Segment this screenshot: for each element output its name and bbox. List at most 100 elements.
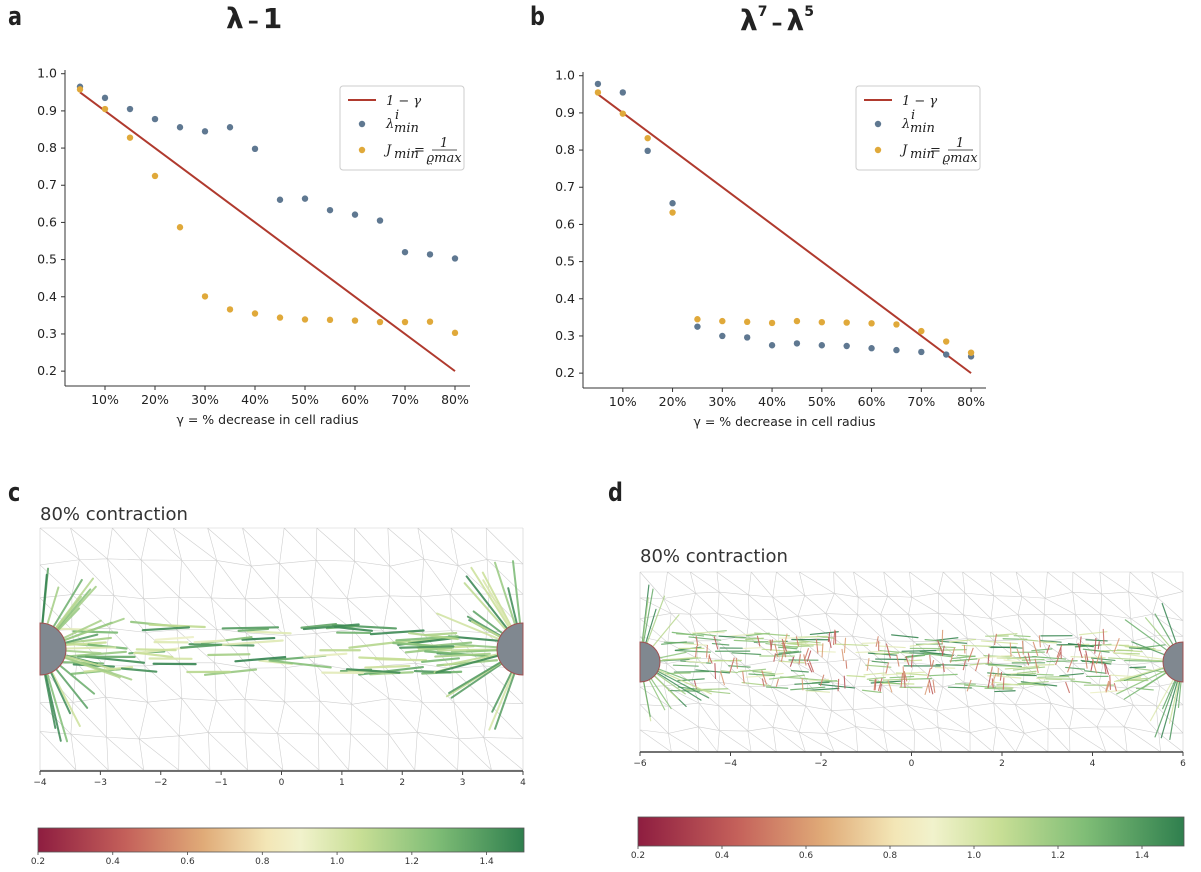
legend-jmin-label-a: J <box>383 143 392 158</box>
radial-fibre <box>1168 680 1180 724</box>
fibre-segment <box>711 642 730 646</box>
compressed-segment <box>735 657 738 669</box>
fibre-segment <box>818 683 856 689</box>
radial-fibre <box>657 670 710 699</box>
compressed-segment <box>1103 663 1107 675</box>
mesh-x-tick-label-c: −2 <box>154 778 167 788</box>
lambda-point-b <box>818 342 826 349</box>
fibre-segment <box>683 643 708 646</box>
chart-b: 0.2 0.3 0.4 0.5 0.6 0.7 0.8 0.9 1.0 10% 20% 30% 40% 5… <box>555 68 986 429</box>
radial-fibre <box>55 588 92 631</box>
radial-fibre <box>57 607 81 632</box>
radial-fibre <box>512 560 522 625</box>
colorbar-d <box>637 816 1185 847</box>
legend-lambda-label-a: λ <box>385 117 394 132</box>
compressed-segment <box>877 677 883 692</box>
colorbar-tick-label-c: 1.2 <box>405 857 419 867</box>
fibre-segment <box>741 681 772 687</box>
radial-fibre <box>450 662 503 699</box>
compressed-segment <box>729 657 735 673</box>
fibre-segment <box>302 623 360 631</box>
fibre-segment <box>1090 657 1116 662</box>
fibre-segment <box>218 639 284 647</box>
lambda-point-a <box>176 124 184 131</box>
colorbar-tick-label-c: 0.4 <box>106 857 121 867</box>
compressed-segment <box>866 658 870 671</box>
radial-fibre <box>653 675 679 700</box>
y-tick-label-a: 1.0 <box>37 66 57 81</box>
compressed-segment <box>774 643 779 658</box>
compressed-segment <box>843 675 846 689</box>
radial-fibre <box>1124 659 1164 663</box>
fibre-segment <box>961 644 992 647</box>
fibre-segment <box>794 681 830 685</box>
compressed-segment <box>1085 650 1089 661</box>
lambda-point-a <box>451 255 459 262</box>
radial-fibre <box>41 573 48 625</box>
title-b-op: – <box>771 11 783 36</box>
fibre-segment <box>938 646 956 649</box>
radial-fibre <box>1141 672 1167 689</box>
compressed-segment <box>966 679 972 692</box>
radial-fibre <box>1177 681 1182 709</box>
y-tick-label-b: 0.5 <box>555 254 575 269</box>
compressed-segment <box>885 662 890 674</box>
compressed-segment <box>821 643 824 658</box>
fibre-segment <box>685 660 707 664</box>
compressed-segment <box>1084 654 1088 669</box>
lambda-point-a <box>101 94 109 102</box>
colorbar-tick-label-c: 0.2 <box>31 857 45 867</box>
radial-fibre <box>493 561 516 626</box>
fibre-segment <box>661 641 687 645</box>
compressed-segment <box>1104 663 1110 675</box>
compressed-segment <box>1077 642 1083 659</box>
compressed-segment <box>801 678 804 691</box>
colorbar-tick-label-c: 1.4 <box>479 857 494 867</box>
radial-fibre <box>56 585 97 631</box>
fibre-segment <box>399 645 455 649</box>
fibre-segment <box>805 689 831 693</box>
fibre-segment <box>863 672 887 676</box>
compressed-segment <box>885 643 891 659</box>
lambda-point-b <box>918 348 925 356</box>
legend-jmin-swatch-b <box>874 146 882 154</box>
compressed-segment <box>815 639 819 654</box>
lambda-point-b <box>719 332 726 340</box>
fibre-segment <box>1067 642 1094 648</box>
colorbar-tick-label-d: 0.4 <box>715 851 730 861</box>
fibre-segment <box>834 643 869 647</box>
axis-c: −4 −3 −2 −1 0 1 2 3 4 <box>33 770 526 788</box>
compressed-segment <box>1056 644 1063 658</box>
x-tick-label-b: 20% <box>659 394 687 409</box>
mesh-x-tick-label-d: −6 <box>633 759 647 769</box>
x-tick-label-b: 10% <box>609 394 637 409</box>
jmin-point-a <box>351 317 359 324</box>
y-tick-label-a: 0.3 <box>37 326 57 341</box>
fibre-segment <box>765 686 789 689</box>
compressed-segment <box>937 639 944 654</box>
jmin-point-b <box>743 318 751 326</box>
panel-letter-d: d <box>608 478 623 508</box>
x-tick-label-b: 60% <box>858 394 886 409</box>
jmin-point-b <box>768 319 776 327</box>
fibre-segment <box>135 648 177 652</box>
title-b-lambda5: λ <box>786 4 805 37</box>
fibre-segment <box>1134 667 1167 673</box>
fibre-segment <box>1110 674 1134 678</box>
fibre-segment <box>1128 647 1151 650</box>
radial-fibre <box>46 586 60 626</box>
fibre-segment <box>1046 660 1078 663</box>
y-tick-label-b: 0.3 <box>555 328 575 343</box>
radial-fibre <box>465 575 509 630</box>
compressed-segment <box>974 658 980 672</box>
mesh-c <box>39 527 524 771</box>
compressed-segment <box>1097 641 1100 650</box>
compressed-segment <box>695 636 699 647</box>
legend-lambda-swatch-a <box>358 120 366 128</box>
fibre-segment <box>408 631 459 641</box>
radial-fibre <box>491 671 513 713</box>
compressed-segment <box>902 666 905 680</box>
fibre-segment <box>358 665 424 676</box>
compressed-segment <box>795 636 800 647</box>
